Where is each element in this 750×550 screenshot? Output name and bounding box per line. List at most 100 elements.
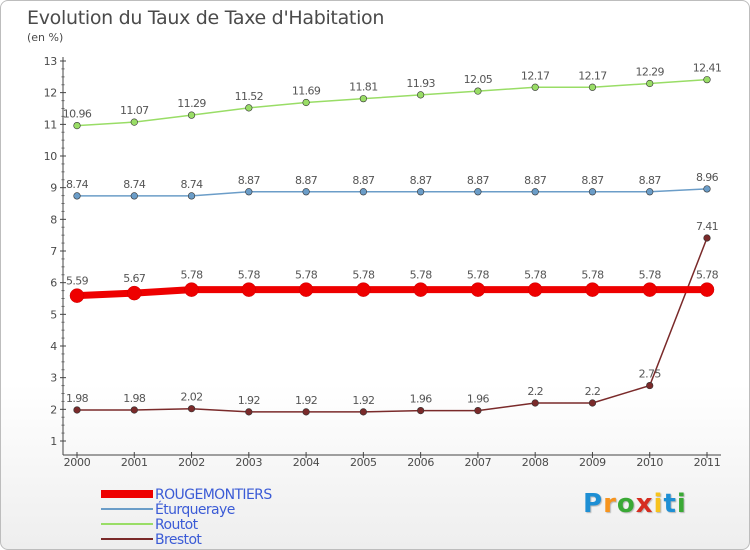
data-point bbox=[356, 282, 371, 297]
data-label: 5.78 bbox=[639, 269, 662, 282]
data-label: 5.78 bbox=[524, 269, 547, 282]
x-tick-label: 2009 bbox=[579, 456, 606, 469]
data-label: 2.75 bbox=[639, 368, 662, 381]
logo-letter: i bbox=[653, 489, 664, 519]
data-label: 8.74 bbox=[123, 178, 146, 191]
data-point bbox=[245, 408, 253, 416]
data-label: 5.78 bbox=[696, 269, 719, 282]
series-3 bbox=[73, 234, 711, 416]
x-tick-label: 2011 bbox=[694, 456, 721, 469]
legend-label: Éturqueraye bbox=[155, 501, 235, 518]
data-label: 8.87 bbox=[467, 174, 490, 187]
series-line bbox=[76, 78, 708, 127]
series-layer bbox=[69, 76, 715, 416]
data-label: 1.98 bbox=[123, 392, 146, 405]
legend-label: Brestot bbox=[155, 532, 202, 548]
x-tick-label: 2008 bbox=[522, 456, 549, 469]
data-point bbox=[245, 188, 253, 196]
x-tick-label: 2010 bbox=[636, 456, 663, 469]
data-label: 8.87 bbox=[524, 174, 547, 187]
data-point bbox=[588, 399, 597, 407]
data-point bbox=[73, 121, 81, 130]
data-label: 12.17 bbox=[578, 69, 607, 82]
data-point bbox=[417, 91, 425, 99]
legend-label: ROUGEMONTIERS bbox=[155, 487, 272, 503]
series-line bbox=[76, 237, 708, 413]
data-point bbox=[413, 282, 428, 297]
x-tick-label: 2005 bbox=[350, 456, 377, 469]
data-label: 11.81 bbox=[349, 81, 378, 94]
data-label: 11.52 bbox=[235, 90, 264, 103]
data-label: 5.78 bbox=[180, 269, 203, 282]
data-label: 8.74 bbox=[66, 178, 89, 191]
proxiti-logo: Proxiti bbox=[583, 489, 687, 519]
data-point bbox=[531, 83, 539, 91]
logo-letter: t bbox=[663, 489, 677, 519]
logo-letter: P bbox=[583, 489, 604, 519]
data-point bbox=[588, 188, 597, 196]
data-label: 5.78 bbox=[410, 269, 433, 282]
x-tick-label: 2003 bbox=[235, 456, 262, 469]
data-point bbox=[588, 83, 597, 91]
data-point bbox=[359, 408, 367, 416]
data-label: 2.2 bbox=[585, 385, 601, 398]
y-tick-label: 3 bbox=[50, 372, 57, 385]
data-point bbox=[187, 111, 196, 119]
data-point bbox=[527, 282, 543, 297]
data-label: 12.41 bbox=[693, 62, 722, 75]
data-point bbox=[417, 188, 425, 196]
data-label: 1.92 bbox=[295, 394, 317, 407]
series-line bbox=[76, 188, 708, 197]
data-label: 1.96 bbox=[410, 393, 433, 406]
series-2 bbox=[73, 76, 711, 130]
y-tick-label: 7 bbox=[50, 245, 57, 258]
data-label: 1.92 bbox=[352, 394, 374, 407]
y-tick-label: 1 bbox=[50, 435, 57, 448]
y-tick-label: 6 bbox=[50, 277, 57, 290]
data-point bbox=[184, 282, 199, 297]
data-label: 8.87 bbox=[581, 174, 604, 187]
data-point bbox=[474, 87, 482, 95]
data-point bbox=[703, 234, 711, 242]
logo-letter: r bbox=[603, 489, 617, 519]
data-label: 1.98 bbox=[66, 392, 89, 405]
data-label: 5.78 bbox=[295, 269, 318, 282]
data-label: 1.92 bbox=[238, 394, 260, 407]
data-label: 5.67 bbox=[123, 272, 146, 285]
data-point bbox=[73, 192, 81, 200]
data-point bbox=[646, 188, 654, 196]
data-point bbox=[703, 76, 711, 84]
data-point bbox=[359, 188, 367, 196]
y-tick-label: 12 bbox=[44, 87, 57, 100]
data-point bbox=[474, 407, 482, 415]
data-point bbox=[699, 282, 715, 297]
logo-letter: x bbox=[635, 489, 654, 519]
data-point bbox=[187, 192, 196, 200]
data-label: 12.17 bbox=[521, 69, 550, 82]
data-label: 8.87 bbox=[238, 174, 261, 187]
data-point bbox=[646, 381, 654, 390]
data-point bbox=[585, 282, 600, 297]
data-point bbox=[470, 282, 486, 297]
y-tick-label: 13 bbox=[44, 55, 58, 68]
data-point bbox=[642, 282, 657, 297]
data-point bbox=[187, 405, 196, 413]
x-tick-label: 2000 bbox=[64, 456, 91, 469]
y-tick-label: 5 bbox=[50, 308, 57, 321]
data-point bbox=[302, 408, 310, 416]
x-tick-label: 2002 bbox=[178, 456, 205, 469]
data-point bbox=[302, 98, 310, 107]
data-label: 8.87 bbox=[295, 174, 318, 187]
x-tick-label: 2006 bbox=[407, 456, 434, 469]
data-point bbox=[531, 188, 539, 196]
data-label: 5.78 bbox=[467, 269, 490, 282]
data-point bbox=[130, 406, 138, 414]
y-tick-label: 2 bbox=[50, 403, 57, 416]
y-tick-label: 10 bbox=[44, 150, 58, 163]
data-point bbox=[474, 188, 482, 196]
data-label: 7.41 bbox=[696, 220, 718, 233]
